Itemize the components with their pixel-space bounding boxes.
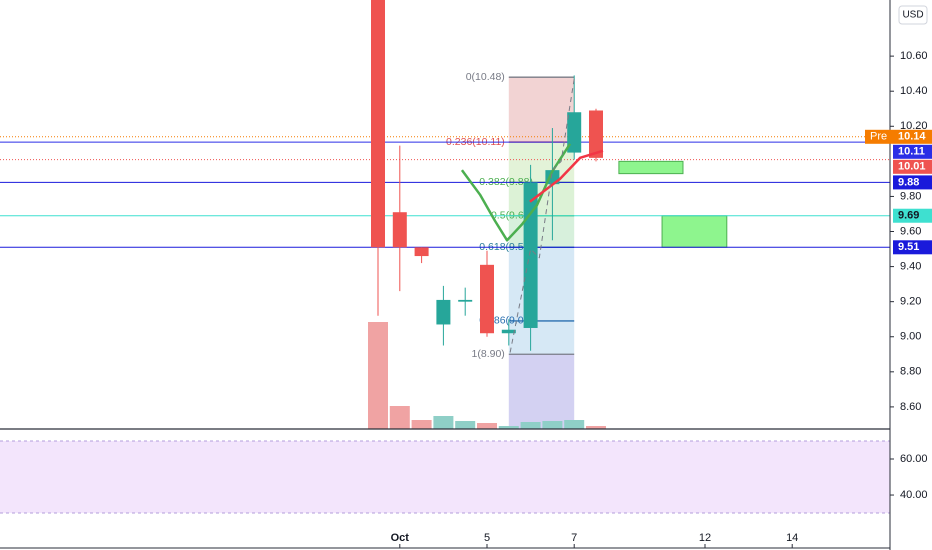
- price-label-bg: [893, 159, 932, 174]
- osc-band: [0, 440, 890, 514]
- candle-body: [392, 212, 407, 248]
- price-label: 10.14: [898, 131, 926, 143]
- price-label-prefix: Pre: [870, 131, 887, 143]
- candle-body: [589, 110, 603, 158]
- volume-bar: [520, 422, 541, 429]
- y-tick-label: 60.00: [900, 453, 928, 465]
- currency-button[interactable]: [898, 5, 928, 25]
- candle-body: [414, 247, 429, 257]
- x-tick-label: 12: [699, 532, 711, 544]
- price-label-bg: [893, 175, 932, 190]
- candle-body: [501, 329, 516, 334]
- x-tick-label: 5: [484, 532, 490, 544]
- volume-bar: [389, 406, 410, 429]
- x-tick-label: 14: [786, 532, 798, 544]
- y-tick-label: 9.40: [900, 260, 921, 272]
- drawing: [509, 78, 575, 353]
- y-tick-label: 10.20: [900, 120, 928, 132]
- volume-bar: [411, 420, 432, 429]
- y-tick-label: 10.60: [900, 50, 928, 62]
- x-tick-label: Oct: [391, 532, 410, 544]
- y-tick-label: 9.20: [900, 296, 921, 308]
- price-label: 10.11: [898, 146, 925, 158]
- fib-zone: [508, 215, 575, 248]
- price-axis-bg: [890, 0, 932, 550]
- currency-label: USD: [902, 10, 923, 21]
- volume-bar: [455, 421, 476, 429]
- price-label: 9.88: [898, 176, 919, 188]
- price-label: 9.69: [898, 210, 919, 222]
- candle-body: [371, 0, 385, 248]
- drawing: [460, 143, 572, 242]
- candle-body: [436, 299, 451, 325]
- fib-zone: [508, 77, 575, 143]
- y-tick-label: 8.60: [900, 401, 921, 413]
- volume-bar: [433, 416, 454, 429]
- fib-zone: [508, 182, 575, 216]
- y-tick-label: 9.80: [900, 190, 921, 202]
- y-tick-label: 9.60: [900, 225, 921, 237]
- y-tick-label: 10.40: [900, 85, 928, 97]
- volume-bar: [498, 426, 519, 429]
- volume-bar: [586, 426, 606, 429]
- zone: [661, 215, 728, 248]
- price-label: 10.01: [898, 161, 926, 173]
- y-tick-label: 8.80: [900, 366, 921, 378]
- candle-body: [567, 112, 582, 153]
- price-label-bg: [893, 208, 932, 223]
- volume-bar: [477, 423, 497, 429]
- fib-zone: [508, 354, 575, 429]
- fib-label: 0(10.48): [466, 71, 505, 83]
- fib-zone: [508, 247, 575, 321]
- candle-body: [480, 264, 494, 334]
- volume-bar: [542, 421, 563, 429]
- candle-body: [523, 182, 538, 328]
- price-label-bg: [893, 240, 932, 255]
- fib-zone: [508, 320, 575, 355]
- fib-label: 1(8.90): [472, 348, 505, 360]
- y-tick-label: 40.00: [900, 489, 928, 501]
- x-tick-label: 7: [571, 532, 577, 544]
- zone: [618, 160, 684, 175]
- candle-body: [458, 299, 473, 302]
- drawing: [529, 149, 604, 203]
- price-label-bg: [893, 144, 932, 159]
- volume-bar: [368, 322, 388, 429]
- price-label: 9.51: [898, 241, 919, 253]
- volume-bar: [564, 420, 585, 429]
- price-label-bg: [865, 129, 932, 144]
- y-tick-label: 9.00: [900, 331, 921, 343]
